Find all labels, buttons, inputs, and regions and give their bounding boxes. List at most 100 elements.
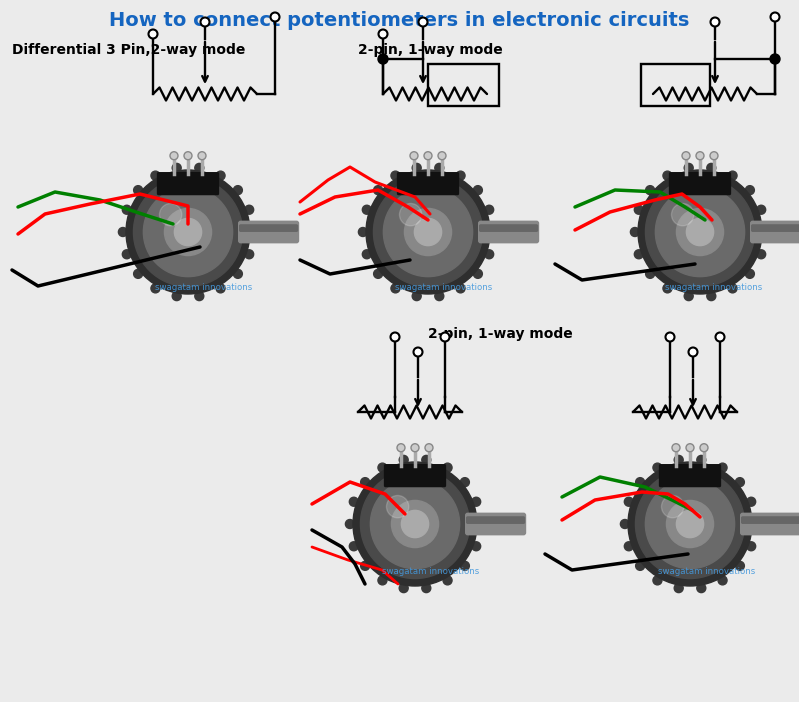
Circle shape xyxy=(412,164,421,173)
Circle shape xyxy=(707,164,716,173)
Circle shape xyxy=(700,444,708,451)
FancyBboxPatch shape xyxy=(659,465,721,486)
Circle shape xyxy=(378,54,388,64)
Circle shape xyxy=(745,270,754,279)
Circle shape xyxy=(415,218,442,246)
Circle shape xyxy=(349,542,358,551)
Circle shape xyxy=(630,227,639,237)
Circle shape xyxy=(195,164,204,173)
Circle shape xyxy=(271,13,280,22)
Circle shape xyxy=(646,178,754,286)
Circle shape xyxy=(674,583,683,592)
Circle shape xyxy=(391,284,400,293)
Circle shape xyxy=(666,333,674,341)
Circle shape xyxy=(248,227,257,237)
Circle shape xyxy=(387,496,409,518)
Circle shape xyxy=(456,171,465,180)
Circle shape xyxy=(391,171,400,180)
Circle shape xyxy=(216,284,225,293)
Circle shape xyxy=(747,542,756,551)
Circle shape xyxy=(456,284,465,293)
Circle shape xyxy=(638,170,762,294)
Circle shape xyxy=(422,583,431,592)
Circle shape xyxy=(674,456,683,465)
FancyBboxPatch shape xyxy=(384,465,446,486)
Circle shape xyxy=(424,152,432,160)
Circle shape xyxy=(360,470,470,578)
Circle shape xyxy=(728,171,737,180)
Circle shape xyxy=(710,152,718,160)
Circle shape xyxy=(378,576,387,585)
Circle shape xyxy=(378,463,387,472)
Circle shape xyxy=(400,204,422,226)
Circle shape xyxy=(684,291,694,300)
Circle shape xyxy=(435,164,443,173)
Circle shape xyxy=(745,185,754,194)
Circle shape xyxy=(662,496,684,518)
Circle shape xyxy=(216,171,225,180)
Circle shape xyxy=(392,501,439,548)
Circle shape xyxy=(636,477,645,486)
Circle shape xyxy=(655,187,745,277)
Circle shape xyxy=(440,333,450,341)
Text: swagatam innovations: swagatam innovations xyxy=(395,283,492,292)
Circle shape xyxy=(122,250,131,259)
FancyBboxPatch shape xyxy=(479,221,539,243)
Circle shape xyxy=(198,152,206,160)
Circle shape xyxy=(397,444,405,451)
Circle shape xyxy=(371,479,459,569)
Circle shape xyxy=(173,164,181,173)
Circle shape xyxy=(345,519,355,529)
Circle shape xyxy=(686,218,714,246)
Circle shape xyxy=(422,456,431,465)
Circle shape xyxy=(410,152,418,160)
Circle shape xyxy=(170,152,178,160)
Circle shape xyxy=(374,185,383,194)
Circle shape xyxy=(624,497,634,506)
Circle shape xyxy=(460,477,469,486)
Circle shape xyxy=(122,205,131,214)
Circle shape xyxy=(133,185,143,194)
Circle shape xyxy=(666,501,714,548)
Circle shape xyxy=(349,497,358,506)
Circle shape xyxy=(143,187,233,277)
Circle shape xyxy=(620,519,630,529)
Circle shape xyxy=(366,170,490,294)
Circle shape xyxy=(757,205,765,214)
Circle shape xyxy=(360,562,370,570)
Circle shape xyxy=(133,270,143,279)
Circle shape xyxy=(671,204,694,226)
FancyBboxPatch shape xyxy=(752,225,799,231)
Circle shape xyxy=(414,347,423,357)
Circle shape xyxy=(653,576,662,585)
Circle shape xyxy=(710,18,720,27)
Circle shape xyxy=(697,583,706,592)
Circle shape xyxy=(165,208,212,256)
Circle shape xyxy=(684,164,694,173)
Circle shape xyxy=(400,583,408,592)
Circle shape xyxy=(663,284,672,293)
Circle shape xyxy=(718,576,727,585)
Circle shape xyxy=(634,205,643,214)
Circle shape xyxy=(715,333,725,341)
FancyBboxPatch shape xyxy=(741,517,799,523)
FancyBboxPatch shape xyxy=(751,221,799,243)
Circle shape xyxy=(761,227,769,237)
Circle shape xyxy=(757,250,765,259)
Circle shape xyxy=(473,185,483,194)
Circle shape xyxy=(677,510,704,538)
Circle shape xyxy=(485,250,494,259)
Circle shape xyxy=(475,519,485,529)
Circle shape xyxy=(411,444,419,451)
Circle shape xyxy=(443,576,452,585)
Circle shape xyxy=(634,250,643,259)
Circle shape xyxy=(174,218,201,246)
Circle shape xyxy=(460,562,469,570)
Circle shape xyxy=(173,291,181,300)
Circle shape xyxy=(636,562,645,570)
Circle shape xyxy=(628,462,752,586)
Circle shape xyxy=(233,270,242,279)
FancyBboxPatch shape xyxy=(239,221,299,243)
Circle shape xyxy=(672,444,680,451)
FancyBboxPatch shape xyxy=(479,225,538,231)
